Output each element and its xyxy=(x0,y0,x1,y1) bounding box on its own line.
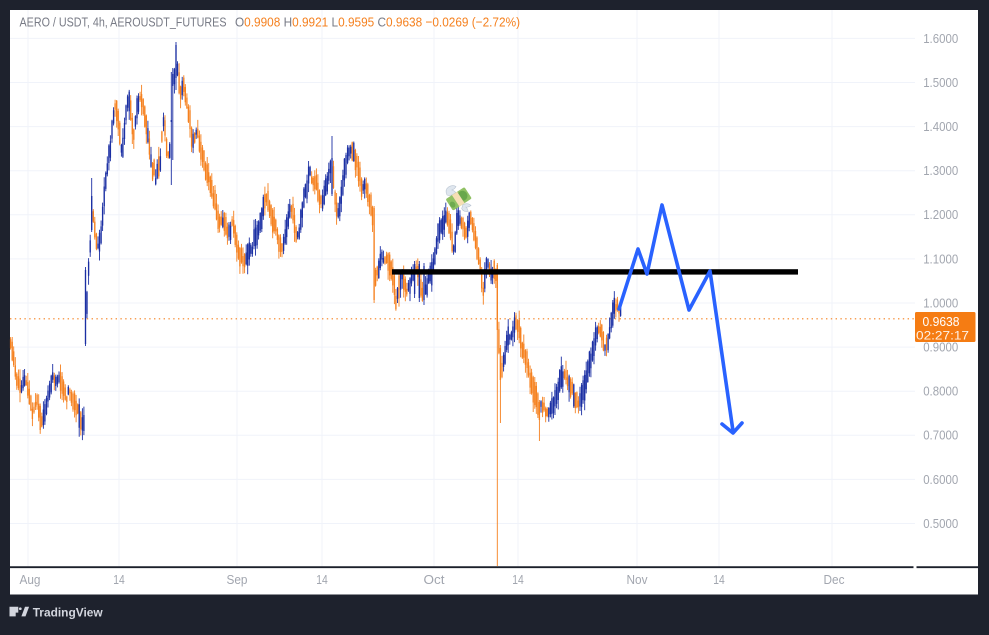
svg-text:TradingView: TradingView xyxy=(33,605,104,619)
svg-text:O0.9908 H0.9921 L0.9595 C0.963: O0.9908 H0.9921 L0.9595 C0.9638 −0.0269 … xyxy=(235,15,520,30)
svg-text:Nov: Nov xyxy=(627,572,648,587)
svg-text:1.1000: 1.1000 xyxy=(923,251,958,266)
svg-text:Dec: Dec xyxy=(824,572,845,587)
svg-text:02:27:17: 02:27:17 xyxy=(916,328,969,342)
svg-text:AERO / USDT, 4h, AEROUSDT_FUTU: AERO / USDT, 4h, AEROUSDT_FUTURES xyxy=(20,15,227,30)
svg-text:1.6000: 1.6000 xyxy=(923,31,958,46)
svg-text:0.9638: 0.9638 xyxy=(923,314,960,329)
svg-text:1.2000: 1.2000 xyxy=(923,207,958,222)
svg-text:0.8000: 0.8000 xyxy=(923,384,958,399)
svg-text:0.5000: 0.5000 xyxy=(923,516,958,531)
svg-text:0.6000: 0.6000 xyxy=(923,472,958,487)
svg-text:Aug: Aug xyxy=(20,572,41,587)
svg-text:14: 14 xyxy=(316,572,328,587)
svg-text:1.3000: 1.3000 xyxy=(923,163,958,178)
svg-text:14: 14 xyxy=(512,572,524,587)
svg-text:0.7000: 0.7000 xyxy=(923,428,958,443)
svg-text:0.9000: 0.9000 xyxy=(923,340,958,355)
svg-text:1.0000: 1.0000 xyxy=(923,295,958,310)
svg-text:1.4000: 1.4000 xyxy=(923,119,958,134)
svg-text:1.5000: 1.5000 xyxy=(923,75,958,90)
svg-text:Sep: Sep xyxy=(227,572,248,587)
svg-text:14: 14 xyxy=(713,572,725,587)
svg-text:14: 14 xyxy=(113,572,125,587)
svg-text:Oct: Oct xyxy=(424,572,445,587)
